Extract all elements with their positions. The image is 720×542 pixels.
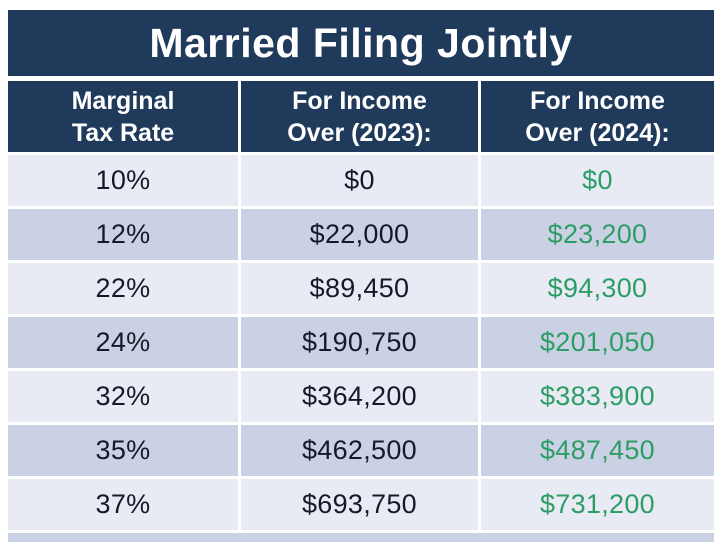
income-2024-cell: $201,050 [481, 317, 714, 368]
table-row: 22% $89,450 $94,300 [8, 263, 714, 314]
income-2023-cell: $693,750 [241, 479, 478, 530]
column-header-income-2023: For Income Over (2023): [241, 81, 478, 152]
income-2023-cell: $89,450 [241, 263, 478, 314]
table-row: 32% $364,200 $383,900 [8, 371, 714, 422]
column-header-income-2024: For Income Over (2024): [481, 81, 714, 152]
cropped-next-row-strip [8, 533, 714, 542]
rate-cell: 37% [8, 479, 238, 530]
table-row: 35% $462,500 $487,450 [8, 425, 714, 476]
table-row: 10% $0 $0 [8, 155, 714, 206]
rate-cell: 35% [8, 425, 238, 476]
rate-cell: 32% [8, 371, 238, 422]
table-row: 12% $22,000 $23,200 [8, 209, 714, 260]
column-header-marginal-tax-rate: Marginal Tax Rate [8, 81, 238, 152]
rate-cell: 10% [8, 155, 238, 206]
income-2023-cell: $364,200 [241, 371, 478, 422]
tax-bracket-table: Married Filing Jointly Marginal Tax Rate… [8, 10, 714, 542]
rate-cell: 12% [8, 209, 238, 260]
income-2024-cell: $383,900 [481, 371, 714, 422]
income-2024-cell: $731,200 [481, 479, 714, 530]
income-2023-cell: $190,750 [241, 317, 478, 368]
table-row: 37% $693,750 $731,200 [8, 479, 714, 530]
table-row: 24% $190,750 $201,050 [8, 317, 714, 368]
table-body: 10% $0 $0 12% $22,000 $23,200 22% $89,450 $94,30… [8, 155, 714, 530]
income-2024-cell: $0 [481, 155, 714, 206]
table-title-bar: Married Filing Jointly [8, 10, 714, 76]
table-header-row: Marginal Tax Rate For Income Over (2023)… [8, 81, 714, 152]
rate-cell: 22% [8, 263, 238, 314]
income-2024-cell: $487,450 [481, 425, 714, 476]
income-2023-cell: $22,000 [241, 209, 478, 260]
income-2023-cell: $0 [241, 155, 478, 206]
income-2024-cell: $94,300 [481, 263, 714, 314]
page-title: Married Filing Jointly [149, 19, 573, 66]
income-2023-cell: $462,500 [241, 425, 478, 476]
income-2024-cell: $23,200 [481, 209, 714, 260]
rate-cell: 24% [8, 317, 238, 368]
